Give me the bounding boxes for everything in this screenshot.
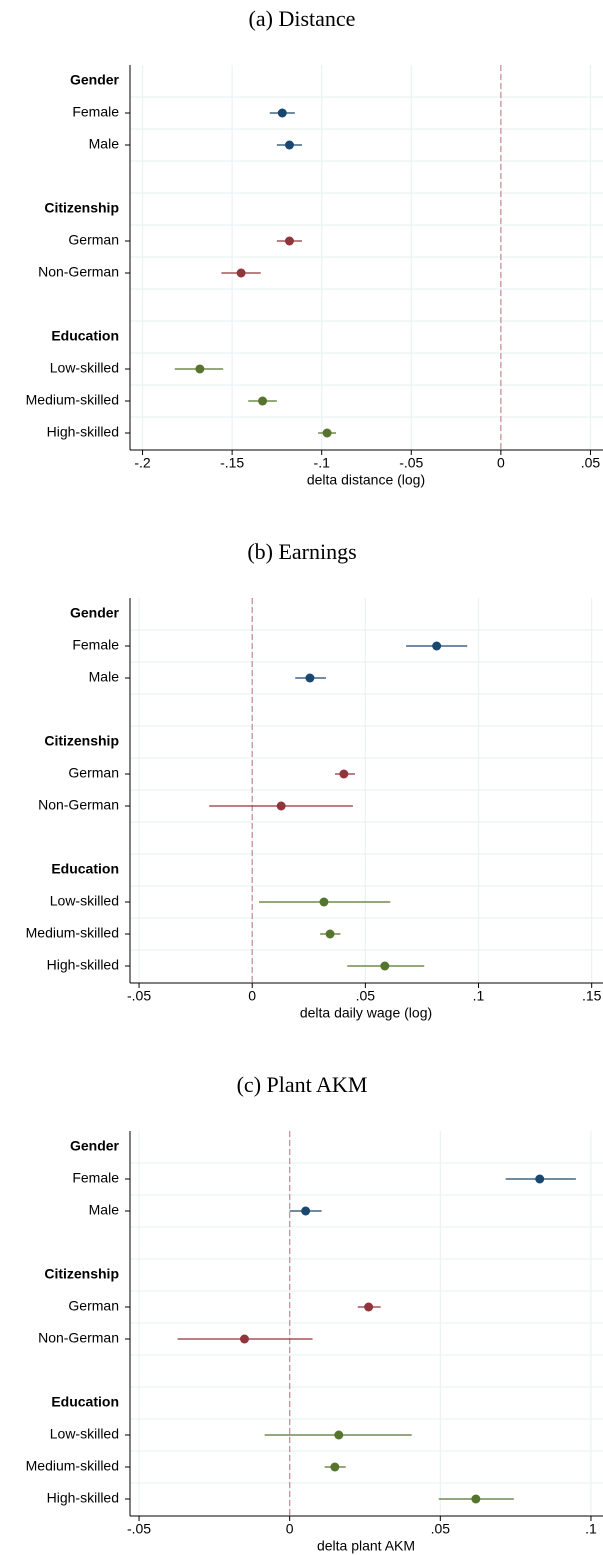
x-axis-label: delta distance (log) [307,472,425,488]
group-header: Education [51,1394,119,1410]
y-tick-label: Low-skilled [50,893,119,909]
x-tick-label: 0 [248,988,256,1004]
point-estimate [471,1494,481,1504]
y-tick-label: Low-skilled [50,360,119,376]
y-tick-label: Medium-skilled [26,392,119,408]
point-estimate [535,1174,545,1184]
x-axis-label: delta plant AKM [317,1538,415,1554]
x-tick-label: -.05 [127,1521,151,1537]
y-tick-label: Medium-skilled [26,925,119,941]
point-estimate [325,929,335,939]
point-estimate [277,108,287,118]
y-tick-label: German [68,1298,119,1314]
x-tick-label: .1 [585,1521,597,1537]
point-estimate [380,961,390,971]
point-estimate [195,364,205,374]
x-tick-label: 0 [497,455,505,471]
point-estimate [276,801,286,811]
x-tick-label: -.05 [127,988,151,1004]
y-tick-label: Female [72,104,119,120]
point-estimate [364,1302,374,1312]
x-axis-label: delta daily wage (log) [300,1005,432,1021]
y-tick-label: Female [72,637,119,653]
y-tick-label: Medium-skilled [26,1458,119,1474]
x-tick-label: .05 [356,988,376,1004]
y-tick-label: Female [72,1170,119,1186]
point-estimate [339,769,349,779]
x-tick-label: 0 [286,1521,294,1537]
y-tick-label: German [68,232,119,248]
point-estimate [322,428,332,438]
point-estimate [236,268,246,278]
group-header: Education [51,328,119,344]
x-tick-label: .15 [582,988,602,1004]
point-estimate [301,1206,311,1216]
x-tick-label: -.05 [399,455,423,471]
point-estimate [330,1462,340,1472]
x-tick-label: -.1 [314,455,331,471]
group-header: Education [51,861,119,877]
y-tick-label: German [68,765,119,781]
point-estimate [284,140,294,150]
y-tick-label: Male [89,1202,120,1218]
point-estimate [334,1430,344,1440]
chart-title: (b) Earnings [247,539,356,564]
point-estimate [258,396,268,406]
x-tick-label: .05 [431,1521,451,1537]
group-header: Citizenship [44,200,119,216]
x-tick-label: -.15 [220,455,244,471]
point-estimate [284,236,294,246]
point-estimate [432,641,442,651]
x-tick-label: .1 [473,988,485,1004]
group-header: Gender [70,1138,120,1154]
y-tick-label: Male [89,669,120,685]
chart-title: (a) Distance [249,6,356,31]
y-tick-label: High-skilled [47,957,119,973]
group-header: Gender [70,605,120,621]
y-tick-label: Non-German [38,264,119,280]
y-tick-label: Non-German [38,1330,119,1346]
chart-title: (c) Plant AKM [237,1072,368,1097]
point-estimate [319,897,329,907]
x-tick-label: -.2 [134,455,151,471]
y-tick-label: Low-skilled [50,1426,119,1442]
group-header: Citizenship [44,1266,119,1282]
y-tick-label: High-skilled [47,424,119,440]
point-estimate [239,1334,249,1344]
group-header: Gender [70,72,120,88]
y-tick-label: Male [89,136,120,152]
y-tick-label: High-skilled [47,1490,119,1506]
x-tick-label: .05 [581,455,601,471]
point-estimate [305,673,315,683]
y-tick-label: Non-German [38,797,119,813]
group-header: Citizenship [44,733,119,749]
